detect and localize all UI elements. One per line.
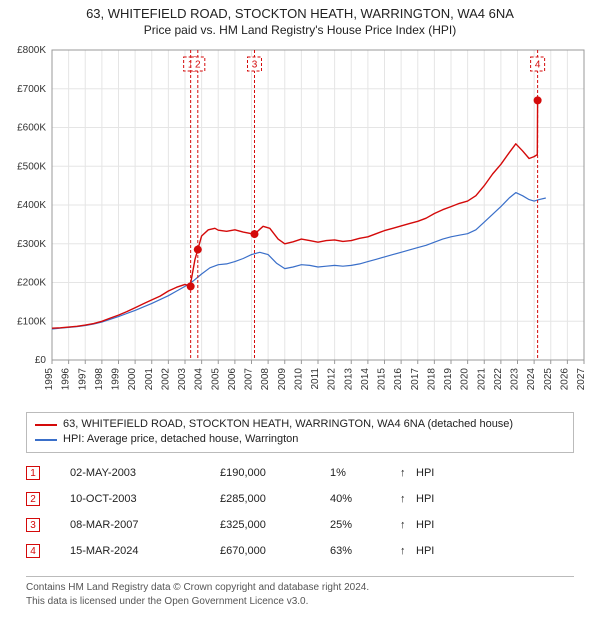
svg-text:£200K: £200K <box>17 278 46 289</box>
svg-text:2021: 2021 <box>476 368 487 391</box>
svg-text:1999: 1999 <box>111 368 122 391</box>
tx-hpi-label: HPI <box>416 493 456 505</box>
tx-hpi-label: HPI <box>416 519 456 531</box>
svg-text:2004: 2004 <box>194 368 205 391</box>
svg-text:2018: 2018 <box>426 368 437 391</box>
footer: Contains HM Land Registry data © Crown c… <box>26 576 574 608</box>
tx-price: £670,000 <box>220 545 330 557</box>
chart-container: 63, WHITEFIELD ROAD, STOCKTON HEATH, WAR… <box>0 0 600 620</box>
svg-text:£400K: £400K <box>17 200 46 211</box>
svg-text:2024: 2024 <box>526 368 537 391</box>
tx-pct: 40% <box>330 493 400 505</box>
svg-text:2014: 2014 <box>360 368 371 391</box>
footer-line-2: This data is licensed under the Open Gov… <box>26 595 574 609</box>
tx-date: 10-OCT-2003 <box>70 493 220 505</box>
tx-price: £190,000 <box>220 467 330 479</box>
legend-label-hpi: HPI: Average price, detached house, Warr… <box>63 432 298 447</box>
svg-text:2012: 2012 <box>327 368 338 391</box>
tx-marker: 2 <box>26 492 40 506</box>
chart-svg: £0 £100K £200K £300K £400K £500K £600K £700K £80… <box>0 42 600 402</box>
svg-text:2007: 2007 <box>244 368 255 391</box>
transactions-table: 102-MAY-2003£190,0001%↑HPI210-OCT-2003£2… <box>26 460 574 564</box>
svg-text:£0: £0 <box>35 355 47 366</box>
titles: 63, WHITEFIELD ROAD, STOCKTON HEATH, WAR… <box>0 0 600 37</box>
title-main: 63, WHITEFIELD ROAD, STOCKTON HEATH, WAR… <box>0 6 600 21</box>
svg-text:2015: 2015 <box>377 368 388 391</box>
svg-text:1998: 1998 <box>94 368 105 391</box>
tx-hpi-label: HPI <box>416 467 456 479</box>
svg-text:2010: 2010 <box>293 368 304 391</box>
arrow-up-icon: ↑ <box>400 493 416 505</box>
svg-text:2005: 2005 <box>210 368 221 391</box>
legend-item-hpi: HPI: Average price, detached house, Warr… <box>35 432 565 447</box>
svg-text:1996: 1996 <box>61 368 72 391</box>
svg-text:2009: 2009 <box>277 368 288 391</box>
arrow-up-icon: ↑ <box>400 545 416 557</box>
svg-text:1997: 1997 <box>77 368 88 391</box>
svg-text:2027: 2027 <box>576 368 587 391</box>
tx-price: £325,000 <box>220 519 330 531</box>
svg-text:£500K: £500K <box>17 161 46 172</box>
tx-hpi-label: HPI <box>416 545 456 557</box>
tx-date: 08-MAR-2007 <box>70 519 220 531</box>
svg-text:2019: 2019 <box>443 368 454 391</box>
tx-pct: 25% <box>330 519 400 531</box>
table-row: 2 10-OCT-2003£285,00040%↑HPI <box>26 486 574 512</box>
legend: 63, WHITEFIELD ROAD, STOCKTON HEATH, WAR… <box>26 412 574 453</box>
tx-date: 02-MAY-2003 <box>70 467 220 479</box>
tx-date: 15-MAR-2024 <box>70 545 220 557</box>
table-row: 1 02-MAY-2003£190,0001%↑HPI <box>26 460 574 486</box>
svg-text:£800K: £800K <box>17 45 46 56</box>
legend-label-property: 63, WHITEFIELD ROAD, STOCKTON HEATH, WAR… <box>63 417 513 432</box>
svg-text:2002: 2002 <box>160 368 171 391</box>
tx-price: £285,000 <box>220 493 330 505</box>
arrow-up-icon: ↑ <box>400 519 416 531</box>
arrow-up-icon: ↑ <box>400 467 416 479</box>
svg-text:2025: 2025 <box>543 368 554 391</box>
legend-item-property: 63, WHITEFIELD ROAD, STOCKTON HEATH, WAR… <box>35 417 565 432</box>
svg-text:2013: 2013 <box>343 368 354 391</box>
chart: £0 £100K £200K £300K £400K £500K £600K £700K £80… <box>0 42 600 402</box>
svg-text:3: 3 <box>252 60 258 71</box>
svg-text:2001: 2001 <box>144 368 155 391</box>
svg-text:1995: 1995 <box>44 368 55 391</box>
svg-text:£700K: £700K <box>17 84 46 95</box>
svg-text:2003: 2003 <box>177 368 188 391</box>
svg-text:2026: 2026 <box>559 368 570 391</box>
svg-text:2011: 2011 <box>310 368 321 390</box>
svg-text:2016: 2016 <box>393 368 404 391</box>
svg-text:2017: 2017 <box>410 368 421 391</box>
svg-text:2008: 2008 <box>260 368 271 391</box>
svg-text:2: 2 <box>195 60 201 71</box>
tx-pct: 1% <box>330 467 400 479</box>
tx-marker: 3 <box>26 518 40 532</box>
svg-text:2006: 2006 <box>227 368 238 391</box>
svg-text:£600K: £600K <box>17 123 46 134</box>
svg-text:4: 4 <box>535 60 541 71</box>
svg-text:2020: 2020 <box>460 368 471 391</box>
footer-line-1: Contains HM Land Registry data © Crown c… <box>26 581 574 595</box>
table-row: 4 15-MAR-2024£670,00063%↑HPI <box>26 538 574 564</box>
tx-marker: 1 <box>26 466 40 480</box>
legend-swatch-property <box>35 424 57 426</box>
legend-swatch-hpi <box>35 439 57 441</box>
svg-text:£300K: £300K <box>17 239 46 250</box>
title-sub: Price paid vs. HM Land Registry's House … <box>0 23 600 37</box>
svg-text:2022: 2022 <box>493 368 504 391</box>
svg-text:2023: 2023 <box>510 368 521 391</box>
table-row: 3 08-MAR-2007£325,00025%↑HPI <box>26 512 574 538</box>
svg-text:£100K: £100K <box>17 316 46 327</box>
svg-text:2000: 2000 <box>127 368 138 391</box>
tx-marker: 4 <box>26 544 40 558</box>
tx-pct: 63% <box>330 545 400 557</box>
